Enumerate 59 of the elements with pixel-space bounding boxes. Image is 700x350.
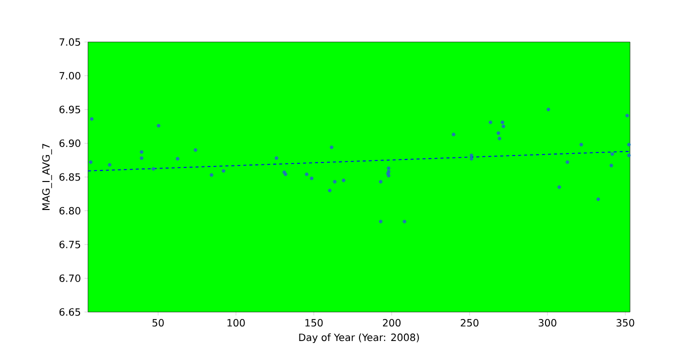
x-tick-label: 50 bbox=[152, 319, 164, 327]
x-tick-label: 150 bbox=[305, 319, 323, 327]
point bbox=[140, 150, 144, 154]
point bbox=[452, 132, 456, 136]
y-tick-label: 6.65 bbox=[60, 308, 80, 316]
point bbox=[328, 188, 332, 192]
y-tick-label: 6.95 bbox=[60, 106, 80, 114]
point bbox=[579, 142, 584, 146]
x-axis-title: Day of Year (Year: 2008) bbox=[299, 333, 419, 344]
point bbox=[610, 152, 614, 156]
point bbox=[194, 148, 198, 152]
point bbox=[378, 180, 382, 184]
point bbox=[596, 197, 600, 202]
point bbox=[310, 176, 314, 180]
x-tick-label: 200 bbox=[382, 319, 401, 327]
point bbox=[502, 124, 506, 128]
point bbox=[378, 220, 382, 224]
point bbox=[274, 156, 278, 160]
point bbox=[558, 185, 562, 189]
point bbox=[156, 124, 160, 128]
point bbox=[140, 156, 144, 160]
point bbox=[627, 142, 631, 146]
y-tick-label: 6.85 bbox=[60, 173, 80, 181]
point bbox=[222, 169, 226, 173]
y-tick-label: 6.90 bbox=[60, 139, 80, 148]
point bbox=[402, 220, 406, 224]
y-tick-label: 6.80 bbox=[60, 206, 80, 215]
point bbox=[90, 117, 94, 121]
point bbox=[627, 154, 631, 158]
point bbox=[500, 120, 504, 124]
y-axis-title: MAG_I_AVG_7 bbox=[42, 144, 52, 210]
point bbox=[330, 146, 334, 150]
point bbox=[342, 178, 346, 182]
y-tick-label: 6.70 bbox=[60, 274, 80, 282]
y-tick-label: 7.05 bbox=[60, 38, 80, 46]
point bbox=[566, 160, 570, 164]
y-tick-label: 6.75 bbox=[60, 240, 80, 248]
x-tick-label: 250 bbox=[460, 319, 478, 327]
point bbox=[176, 156, 180, 161]
point bbox=[152, 167, 156, 171]
point bbox=[210, 173, 214, 177]
point bbox=[496, 131, 500, 135]
point bbox=[610, 164, 614, 168]
x-tick-label: 300 bbox=[538, 319, 556, 327]
x-tick-label: 100 bbox=[228, 319, 245, 327]
point bbox=[625, 114, 630, 118]
point bbox=[488, 120, 492, 124]
point bbox=[470, 154, 474, 158]
x-tick-label: 350 bbox=[616, 319, 634, 327]
point bbox=[304, 172, 308, 176]
point bbox=[108, 163, 112, 167]
point bbox=[332, 180, 337, 184]
point bbox=[498, 136, 502, 140]
point bbox=[546, 108, 550, 112]
y-tick-label: 7.00 bbox=[60, 72, 80, 80]
point bbox=[284, 172, 288, 176]
point bbox=[470, 156, 474, 161]
point bbox=[386, 166, 390, 170]
point bbox=[88, 160, 92, 164]
